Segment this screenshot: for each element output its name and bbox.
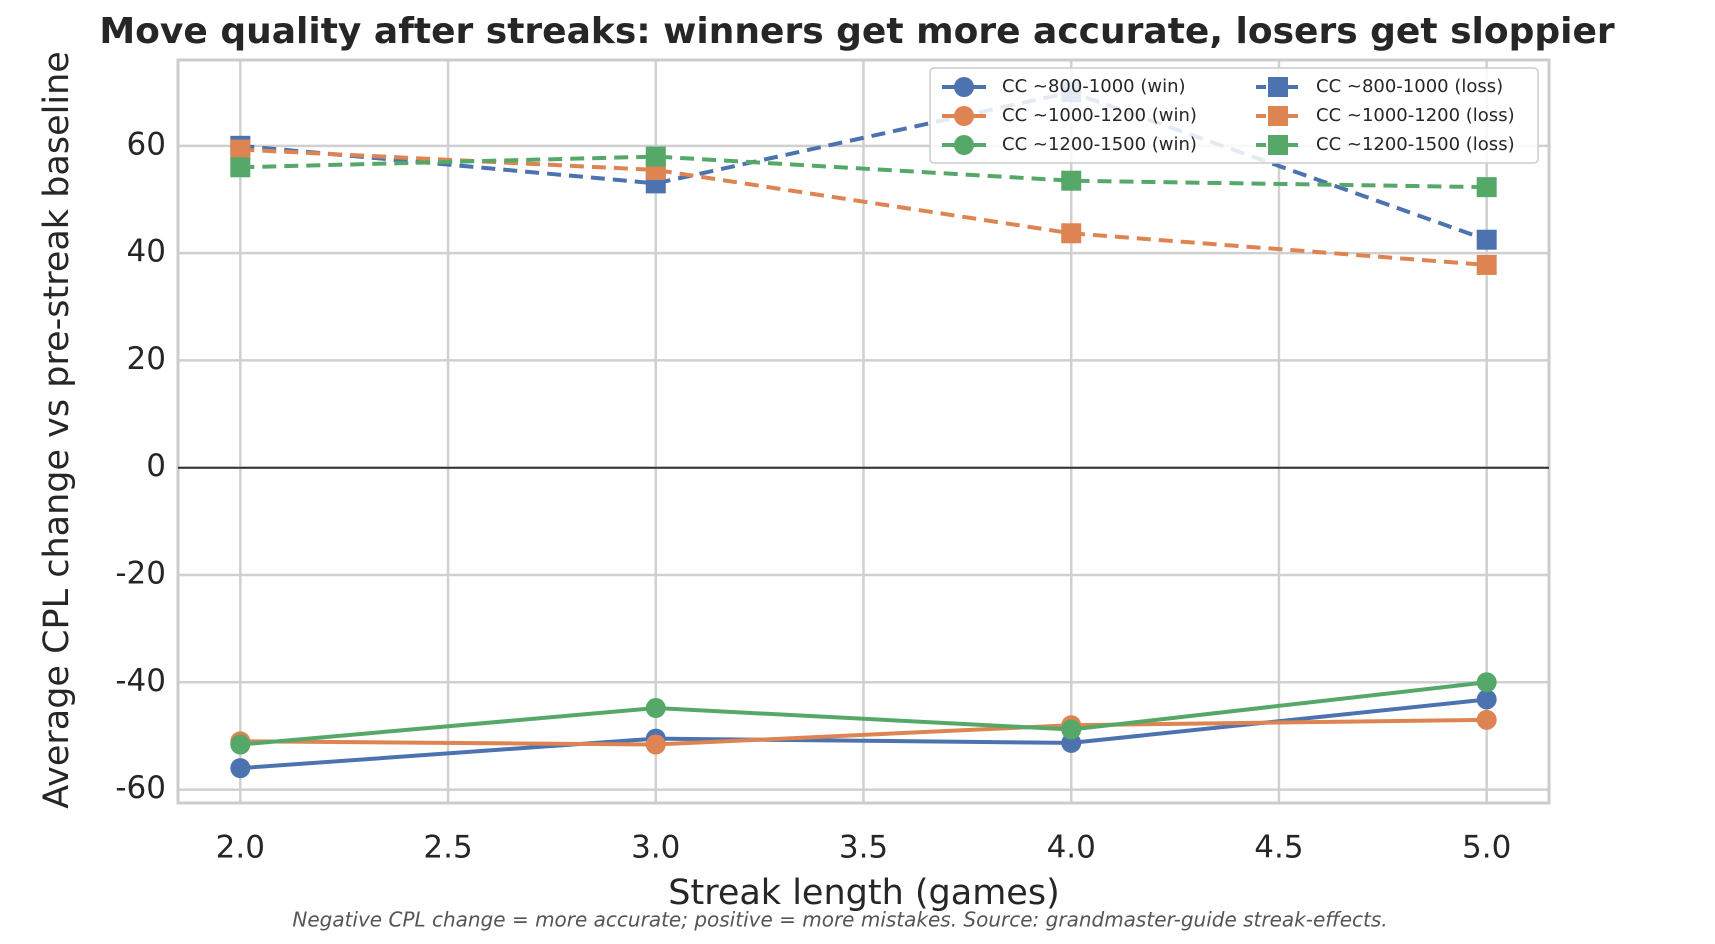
series-line bbox=[240, 90, 1488, 242]
x-axis-label: Streak length (games) bbox=[668, 873, 1059, 913]
legend-label: CC ~1200-1500 (loss) bbox=[1316, 134, 1515, 155]
data-point bbox=[645, 698, 666, 719]
series-line bbox=[240, 154, 1487, 190]
y-tick-label: 20 bbox=[127, 341, 166, 377]
y-tick-label: -40 bbox=[115, 663, 166, 699]
legend-label: CC ~800-1000 (win) bbox=[1002, 76, 1186, 97]
x-tick-label: 4.5 bbox=[1254, 830, 1303, 866]
plot-frame bbox=[176, 58, 1551, 805]
footnote: Negative CPL change = more accurate; pos… bbox=[292, 908, 1387, 932]
data-point bbox=[1476, 254, 1497, 275]
y-tick-label: 60 bbox=[127, 126, 166, 162]
legend-marker bbox=[954, 135, 974, 155]
data-point bbox=[645, 146, 666, 167]
data-point bbox=[1476, 709, 1497, 730]
chart-title: Move quality after streaks: winners get … bbox=[99, 11, 1615, 52]
data-point bbox=[1476, 177, 1497, 198]
data-point bbox=[230, 139, 251, 160]
x-tick-label: 2.0 bbox=[216, 830, 265, 866]
legend-marker bbox=[954, 106, 974, 126]
data-point bbox=[1061, 719, 1082, 740]
data-point bbox=[1061, 170, 1082, 191]
series-line bbox=[240, 147, 1487, 267]
y-axis-label: Average CPL change vs pre-streak baselin… bbox=[37, 51, 77, 809]
legend-marker bbox=[954, 77, 974, 97]
data-point bbox=[230, 734, 251, 755]
y-tick-label: -20 bbox=[115, 556, 166, 592]
data-point bbox=[1476, 229, 1497, 250]
legend-marker bbox=[1268, 135, 1288, 155]
legend-label: CC ~1200-1500 (win) bbox=[1002, 134, 1197, 155]
legend-label: CC ~1000-1200 (loss) bbox=[1316, 105, 1515, 126]
data-point bbox=[645, 734, 666, 755]
legend-label: CC ~1000-1200 (win) bbox=[1002, 105, 1197, 126]
legend-label: CC ~800-1000 (loss) bbox=[1316, 76, 1503, 97]
data-point bbox=[230, 758, 251, 779]
data-point bbox=[1476, 689, 1497, 710]
legend-marker bbox=[1268, 106, 1288, 126]
legend: CC ~800-1000 (win) CC ~1000-1200 (win) CC … bbox=[929, 67, 1539, 164]
x-tick-label: 5.0 bbox=[1462, 830, 1511, 866]
x-tick-label: 2.5 bbox=[423, 830, 472, 866]
x-tick-label: 3.0 bbox=[631, 830, 680, 866]
data-point bbox=[1061, 223, 1082, 244]
y-tick-label: 40 bbox=[127, 234, 166, 270]
data-point bbox=[230, 157, 251, 178]
y-tick-label: -60 bbox=[115, 770, 166, 806]
legend-marker bbox=[1268, 77, 1288, 97]
series-line bbox=[240, 717, 1487, 747]
legend-box bbox=[929, 67, 1539, 164]
x-tick-label: 3.5 bbox=[839, 830, 888, 866]
series-line bbox=[240, 680, 1487, 747]
y-tick-label: 0 bbox=[146, 448, 166, 484]
x-tick-label: 4.0 bbox=[1047, 830, 1096, 866]
data-point bbox=[1476, 672, 1497, 693]
